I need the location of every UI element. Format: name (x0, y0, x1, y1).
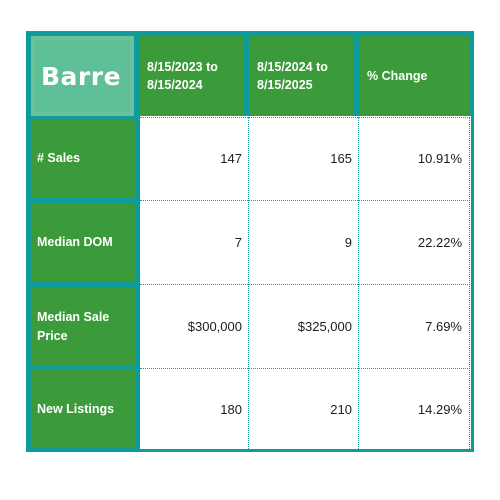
stats-table: Barre 8/15/2023 to 8/15/2024 8/15/2024 t… (26, 31, 474, 452)
grid-divider-horizontal (140, 200, 470, 201)
header-period-1-text: 8/15/2023 to 8/15/2024 (147, 58, 218, 94)
cell-median-sale-price-period-2: $325,000 (252, 287, 358, 366)
row-label-new-listings-line-1: New Listings (37, 401, 115, 416)
row-label-median-dom-line-1: Median DOM (37, 235, 113, 249)
title-cell: Barre (31, 36, 134, 116)
cell-sales-period-2: 165 (252, 119, 358, 198)
grid-divider-vertical (248, 117, 249, 449)
cell-median-dom-period-2: 9 (252, 203, 358, 282)
cell-new-listings-percent-change: 14.29% (362, 370, 468, 448)
header-percent-change: % Change (360, 36, 469, 116)
cell-median-dom-percent-change: 22.22% (362, 203, 468, 282)
header-period-1-line-2: 8/15/2024 (147, 78, 203, 92)
row-label-median-sale-price-line-2: Price (37, 328, 68, 343)
grid-divider-horizontal (140, 284, 470, 285)
cell-new-listings-period-1: 180 (142, 370, 248, 448)
header-period-2-text: 8/15/2024 to 8/15/2025 (257, 58, 328, 94)
cell-median-sale-price-period-1: $300,000 (142, 287, 248, 366)
header-period-2-line-2: 8/15/2025 (257, 78, 313, 92)
cell-median-sale-price-percent-change: 7.69% (362, 287, 468, 366)
row-label-new-listings: New Listings (31, 370, 135, 448)
table-title: Barre (41, 61, 122, 91)
header-period-1-line-1: 8/15/2023 to (147, 60, 218, 74)
grid-divider-horizontal (140, 117, 470, 118)
row-label-median-sale-price: Median Sale Price (31, 287, 135, 366)
header-period-1: 8/15/2023 to 8/15/2024 (140, 36, 244, 116)
row-label-sales-line-1: # Sales (37, 151, 81, 165)
header-period-2-line-1: 8/15/2024 to (257, 60, 328, 74)
row-label-median-sale-price-line-1: Median Sale (37, 309, 110, 324)
cell-sales-percent-change: 10.91% (362, 119, 468, 198)
cell-median-dom-period-1: 7 (142, 203, 248, 282)
cell-sales-period-1: 147 (142, 119, 248, 198)
row-label-median-dom: Median DOM (31, 203, 135, 282)
header-period-2: 8/15/2024 to 8/15/2025 (250, 36, 354, 116)
grid-divider-vertical (469, 117, 470, 449)
grid-divider-horizontal (140, 368, 470, 369)
row-label-sales: # Sales (31, 119, 135, 198)
row-label-median-sale-price-text: Median Sale Price (37, 308, 109, 346)
title-box: Barre (35, 40, 130, 112)
cell-new-listings-period-2: 210 (252, 370, 358, 448)
grid-divider-vertical (358, 117, 359, 449)
header-percent-change-line-1: % Change (367, 69, 428, 83)
